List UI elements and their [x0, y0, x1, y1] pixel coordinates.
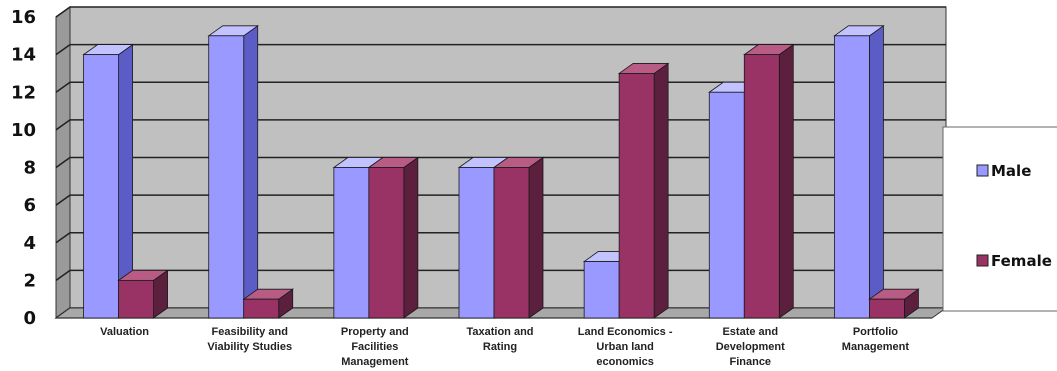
- bars: [82, 25, 920, 319]
- x-tick-label-line: Management: [341, 356, 409, 368]
- x-tick-label: Valuation: [100, 326, 149, 338]
- x-tick-label-line: Land Economics -: [578, 326, 673, 338]
- legend-box: [942, 126, 1057, 312]
- x-tick-label-line: Urban land: [596, 341, 653, 353]
- x-tick-label-line: Development: [716, 341, 785, 353]
- x-tick-label-line: Feasibility and: [212, 326, 288, 338]
- y-tick-label: 16: [11, 7, 36, 28]
- x-tick-label-line: Finance: [729, 356, 771, 368]
- bar-male-7: [834, 35, 870, 319]
- x-tick-label: Property and Facilities Management: [341, 326, 409, 368]
- legend-swatch-female: [976, 254, 989, 267]
- x-tick-label-line: Facilities: [351, 341, 398, 353]
- y-tick-label: 10: [11, 120, 36, 141]
- y-tick-label: 4: [23, 233, 36, 254]
- x-tick-label-line: Taxation and: [466, 326, 533, 338]
- bar-female-6: [743, 54, 780, 319]
- bar-male-4: [458, 167, 495, 319]
- x-tick-label: Land Economics - Urban land economics: [578, 326, 673, 368]
- y-axis-ticks: 0 2 4 6 8 10 12 14 16: [11, 7, 36, 329]
- bar-female-6-side: [778, 43, 794, 319]
- bar-male-7-side: [869, 25, 884, 319]
- x-tick-label-line: Portfolio: [853, 326, 898, 338]
- bar-female-1: [118, 279, 154, 319]
- bar-female-4-side: [528, 156, 544, 319]
- y-tick-label: 0: [23, 308, 36, 329]
- x-tick-label: Feasibility and Viability Studies: [207, 326, 292, 353]
- bar-male-1: [83, 54, 119, 319]
- bar-female-7: [869, 298, 905, 319]
- gridline: [55, 6, 946, 18]
- x-tick-label: Taxation and Rating: [466, 326, 533, 353]
- bar-male-2-side: [243, 25, 259, 319]
- gridline: [55, 43, 946, 56]
- y-tick-label: 14: [11, 45, 36, 66]
- x-axis-labels: Valuation Feasibility and Viability Studie…: [100, 326, 909, 368]
- x-tick-label: Portfolio Management: [842, 326, 910, 353]
- bar-female-5: [618, 73, 655, 319]
- x-tick-label-line: Management: [842, 341, 910, 353]
- bar-male-6: [708, 91, 745, 319]
- bar-male-3: [333, 167, 370, 319]
- legend-swatch-male: [976, 164, 989, 177]
- x-tick-label-line: Estate and: [722, 326, 778, 338]
- x-tick-label-line: economics: [596, 356, 653, 368]
- x-tick-label: Estate and Development Finance: [716, 326, 785, 368]
- legend-label-female: Female: [991, 252, 1052, 270]
- bar-female-3-side: [403, 156, 419, 319]
- legend: Male Female: [942, 126, 1057, 312]
- y-tick-label: 6: [23, 195, 36, 216]
- bar-female-5-side: [653, 62, 669, 319]
- y-tick-label: 12: [11, 82, 36, 103]
- x-tick-label-line: Valuation: [100, 326, 149, 338]
- bar-male-5: [583, 261, 620, 319]
- y-tick-label: 2: [23, 270, 36, 291]
- y-tick-label: 8: [23, 158, 36, 179]
- bar-female-3: [368, 167, 405, 319]
- bar-female-4: [493, 167, 530, 319]
- bar-female-2: [243, 298, 280, 319]
- x-tick-label-line: Viability Studies: [207, 341, 292, 353]
- bar-male-2: [208, 35, 245, 319]
- legend-label-male: Male: [991, 162, 1031, 180]
- x-tick-label-line: Property and: [341, 326, 409, 338]
- x-tick-label-line: Rating: [483, 341, 517, 353]
